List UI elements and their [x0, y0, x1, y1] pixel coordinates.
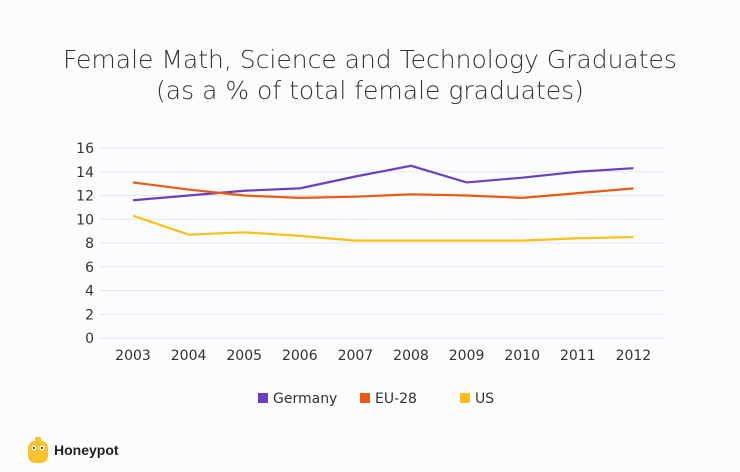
brand-logo: Honeypot: [26, 436, 119, 464]
y-tick-label: 12: [76, 189, 94, 205]
y-tick-label: 2: [85, 307, 94, 323]
x-tick-label: 2007: [338, 348, 374, 364]
y-tick-label: 16: [76, 141, 94, 157]
x-tick-label: 2004: [171, 348, 207, 364]
x-tick-label: 2012: [616, 348, 652, 364]
x-tick-label: 2011: [560, 348, 596, 364]
x-tick-label: 2009: [449, 348, 485, 364]
y-tick-label: 14: [76, 165, 94, 181]
series-line-us: [132, 214, 634, 242]
series-line-eu-28: [132, 181, 634, 199]
legend-label: EU-28: [375, 391, 417, 407]
legend-label: US: [475, 391, 494, 407]
y-tick-label: 10: [76, 212, 94, 228]
legend-swatch: [360, 393, 370, 403]
y-tick-label: 6: [85, 260, 94, 276]
bear-icon: [28, 437, 48, 463]
y-tick-label: 4: [85, 284, 94, 300]
legend-swatch: [258, 393, 268, 403]
chart-title: Female Math, Science and Technology Grad…: [0, 44, 740, 106]
legend-label: Germany: [273, 391, 337, 407]
x-tick-label: 2005: [226, 348, 262, 364]
y-tick-label: 0: [85, 331, 94, 347]
title-line: Female Math, Science and Technology Grad…: [63, 45, 677, 74]
x-tick-label: 2008: [393, 348, 429, 364]
subtitle-line: (as a % of total female graduates): [156, 76, 584, 105]
x-tick-label: 2006: [282, 348, 318, 364]
brand-name: Honeypot: [54, 442, 119, 458]
y-tick-label: 8: [85, 236, 94, 252]
x-tick-label: 2010: [504, 348, 540, 364]
legend-swatch: [460, 393, 470, 403]
x-tick-label: 2003: [115, 348, 151, 364]
